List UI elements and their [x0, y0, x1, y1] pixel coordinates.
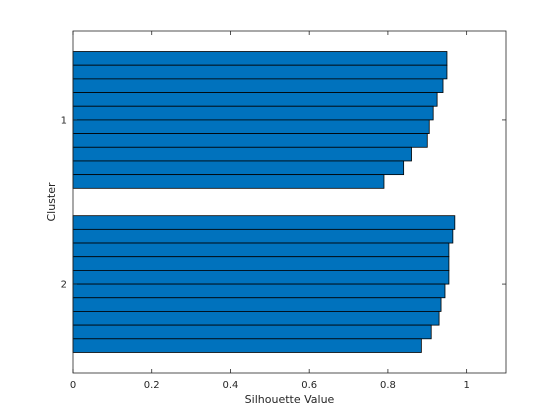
- x-tick-label-4: 0.8: [380, 380, 396, 391]
- bar-cluster-2-2: [72, 228, 454, 244]
- bar-cluster-2-1: [72, 215, 456, 230]
- bar-cluster-1-8: [72, 146, 412, 162]
- y-tick-label-2: 2: [61, 280, 67, 291]
- bar-cluster-1-4: [72, 92, 438, 107]
- plot-area-frame: [72, 30, 507, 374]
- bar-cluster-1-3: [72, 78, 444, 93]
- bar-cluster-2-8: [72, 311, 440, 326]
- bar-cluster-1-2: [72, 64, 448, 80]
- bar-cluster-1-10: [72, 174, 385, 189]
- bar-cluster-1-9: [72, 160, 405, 176]
- bars-group: [72, 51, 456, 353]
- x-tick-label-2: 0.4: [223, 380, 239, 391]
- bar-cluster-1-1: [72, 51, 448, 66]
- bar-cluster-1-6: [72, 119, 430, 134]
- bar-cluster-2-7: [72, 297, 442, 312]
- bar-cluster-1-7: [72, 133, 428, 148]
- bar-cluster-2-3: [72, 242, 450, 258]
- x-tick-label-1: 0.2: [144, 380, 160, 391]
- y-axis-label: Cluster: [45, 182, 58, 222]
- x-axis-label: Silhouette Value: [245, 393, 335, 406]
- bar-cluster-1-5: [72, 105, 434, 121]
- x-tick-label-5: 1: [463, 380, 469, 391]
- bar-cluster-2-10: [72, 338, 422, 353]
- bar-cluster-2-5: [72, 269, 450, 285]
- y-tick-label-1: 1: [61, 115, 67, 126]
- ticks-group: 1 2 0 0.2 0.4 0.6 0.8 1: [61, 31, 506, 391]
- bar-cluster-2-6: [72, 283, 446, 299]
- bar-cluster-2-4: [72, 256, 450, 271]
- x-tick-label-3: 0.6: [301, 380, 317, 391]
- bar-cluster-2-9: [72, 324, 432, 340]
- x-tick-label-0: 0: [70, 380, 76, 391]
